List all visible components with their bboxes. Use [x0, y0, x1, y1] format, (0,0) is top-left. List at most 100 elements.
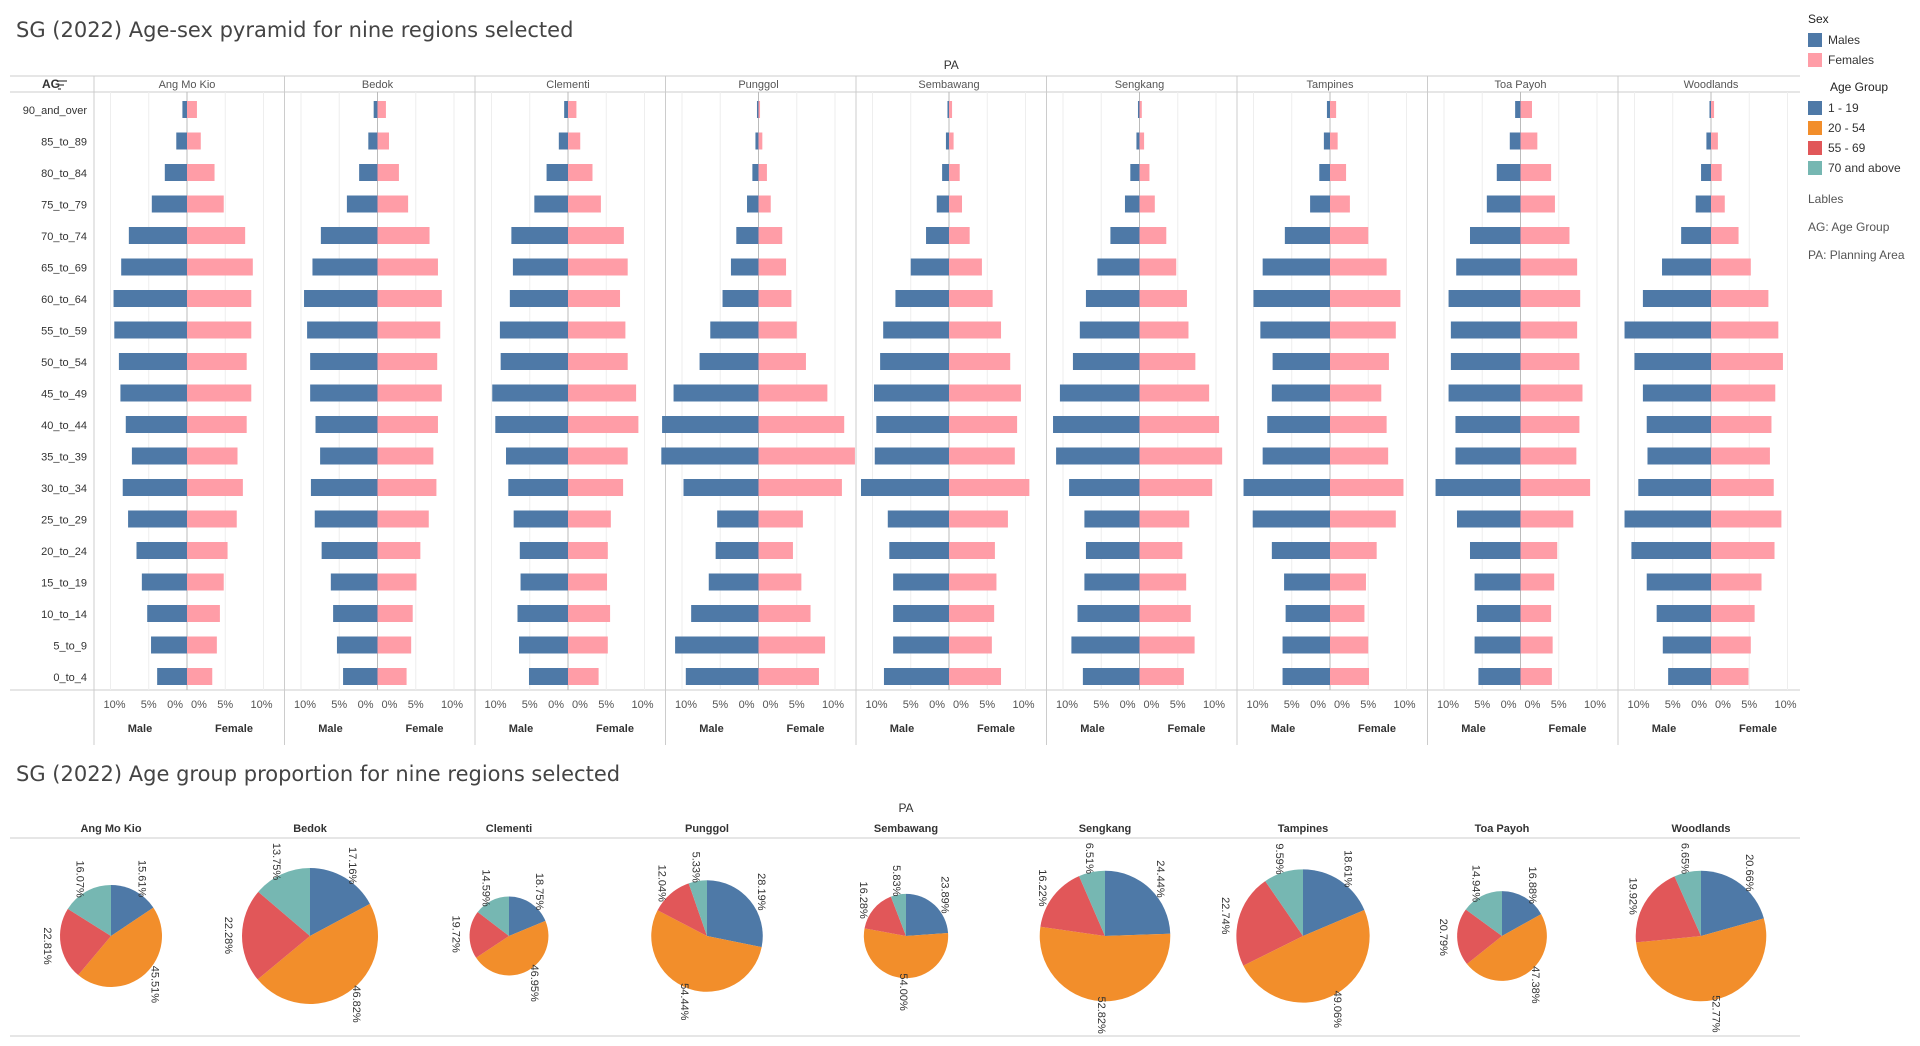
pie-slice-label: 16.28% [857, 881, 869, 919]
male-bar [519, 636, 568, 654]
male-bar [1455, 416, 1521, 433]
female-bar [758, 132, 763, 150]
female-bar [568, 416, 639, 433]
age-group-pie-charts: PA Ang Mo Kio 15.61% 45.51% 22.81% 16.07% Bedo… [10, 801, 1800, 1037]
pie-slice-label: 28.19% [755, 873, 767, 911]
female-bar [187, 195, 224, 213]
pie-slice-label: 14.59% [479, 869, 491, 907]
pie-slice [258, 868, 310, 936]
female-bar [949, 227, 970, 244]
male-axis-label: Male [1461, 723, 1485, 735]
male-bar [889, 542, 949, 559]
axis-tick-label: 0% [953, 699, 969, 711]
female-bar [949, 101, 953, 118]
female-bar [949, 573, 997, 591]
male-bar [1509, 132, 1521, 150]
male-bar [513, 510, 568, 528]
pie-slice-label: 19.92% [1627, 877, 1639, 915]
pie-slice [864, 896, 906, 936]
axis-tick-label: 0% [1501, 699, 1517, 711]
legend-swatch-females [1808, 53, 1822, 67]
pie-slice-label: 14.94% [1469, 865, 1481, 903]
female-bar [758, 290, 792, 307]
male-bar [506, 447, 568, 465]
female-bar [568, 542, 608, 559]
male-bar [564, 101, 568, 118]
male-axis-label: Male [128, 723, 152, 735]
male-bar [880, 353, 949, 370]
male-bar [1069, 479, 1140, 496]
female-bar [758, 384, 828, 402]
female-bar [758, 573, 802, 591]
axis-tick-label: 5% [1665, 699, 1681, 711]
axis-tick-label: 0% [1525, 699, 1541, 711]
age-group-label: 25_to_29 [41, 515, 87, 527]
female-bar [187, 447, 238, 465]
female-axis-label: Female [1358, 723, 1396, 735]
axis-tick-label: 10% [441, 699, 463, 711]
legend-item-males[interactable]: Males [1808, 30, 1920, 50]
female-bar [187, 605, 220, 622]
female-bar [1139, 227, 1167, 244]
pie-region-label: Clementi [486, 823, 532, 835]
age-group-label: 50_to_54 [41, 357, 87, 369]
female-bar [568, 164, 593, 181]
pie-slice-label: 20.66% [1743, 854, 1755, 892]
axis-tick-label: 5% [1474, 699, 1490, 711]
male-bar [517, 605, 568, 622]
female-bar [568, 573, 608, 591]
male-bar [1469, 227, 1521, 244]
pie-slice [707, 880, 763, 948]
male-bar [1271, 384, 1330, 402]
legend-swatch-age-20-54 [1808, 121, 1822, 135]
male-bar [1631, 542, 1711, 559]
female-bar [1520, 542, 1558, 559]
pie-slice-label: 20.79% [1437, 919, 1449, 957]
male-bar [511, 227, 568, 244]
female-bar [568, 101, 577, 118]
legend-item-age-55-69[interactable]: 55 - 69 [1808, 138, 1920, 158]
male-bar [755, 132, 759, 150]
legend-item-females[interactable]: Females [1808, 50, 1920, 70]
pie-slice [1636, 918, 1767, 1002]
male-bar [1059, 384, 1140, 402]
legend-label: Females [1828, 53, 1875, 67]
female-bar [1139, 290, 1187, 307]
male-bar [691, 605, 759, 622]
pie-slice-label: 46.95% [528, 965, 540, 1003]
female-bar [187, 132, 201, 150]
axis-tick-label: 0% [382, 699, 398, 711]
female-bar [568, 258, 628, 276]
age-group-label: 60_to_64 [41, 294, 87, 306]
legend-item-age-20-54[interactable]: 20 - 54 [1808, 118, 1920, 138]
axis-tick-label: 0% [1144, 699, 1160, 711]
pie-slice-label: 16.22% [1036, 869, 1048, 907]
male-bar [1253, 290, 1330, 307]
female-bar [1330, 132, 1338, 150]
pie-slice [78, 907, 162, 987]
male-bar [528, 668, 568, 685]
female-bar [1711, 479, 1774, 496]
pie-slice-label: 54.00% [897, 973, 909, 1011]
female-bar [377, 542, 421, 559]
female-bar [949, 447, 1015, 465]
legend-item-age-1-19[interactable]: 1 - 19 [1808, 98, 1920, 118]
female-bar [949, 668, 1002, 685]
male-bar [1326, 101, 1330, 118]
pie-slice-label: 52.82% [1095, 997, 1107, 1035]
pie-slice [1039, 926, 1171, 1002]
age-group-label: 85_to_89 [41, 137, 87, 149]
male-bar [1071, 636, 1140, 654]
pie-slice-label: 16.88% [1526, 867, 1538, 905]
male-bar [1478, 668, 1521, 685]
female-bar [377, 636, 412, 654]
axis-tick-label: 0% [1120, 699, 1136, 711]
male-bar [1267, 416, 1330, 433]
male-bar [752, 164, 759, 181]
male-bar [320, 227, 378, 244]
female-bar [1330, 605, 1365, 622]
male-bar [343, 668, 378, 685]
legend-item-age-70-above[interactable]: 70 and above [1808, 158, 1920, 178]
male-bar [128, 510, 187, 528]
male-bar [368, 132, 378, 150]
